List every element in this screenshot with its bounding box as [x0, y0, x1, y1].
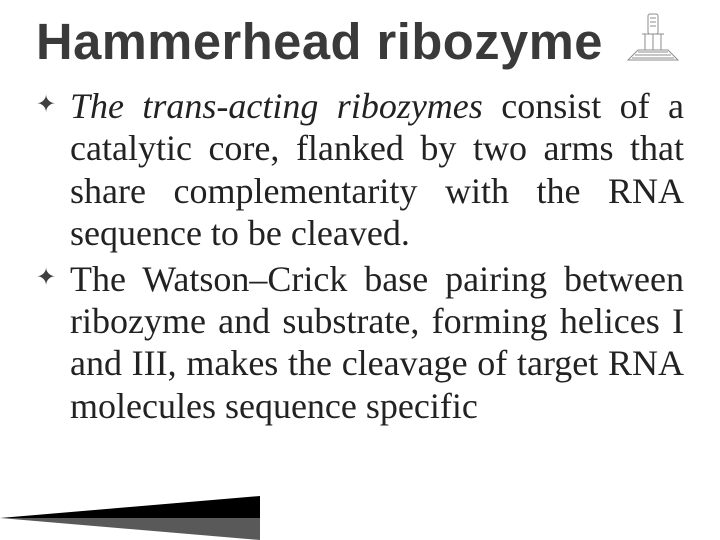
bullet-rest: The Watson–Crick base pairing between ri… — [70, 259, 684, 426]
bullet-marker-icon: ✦ — [36, 258, 70, 290]
bullet-text: The Watson–Crick base pairing between ri… — [70, 258, 684, 428]
bullet-text: The trans-acting ribozymes consist of a … — [70, 85, 684, 255]
institution-logo-icon — [622, 12, 684, 64]
bullet-marker-icon: ✦ — [36, 85, 70, 117]
bullet-lead-italic: The trans-acting ribozymes — [70, 86, 483, 126]
decorative-wedge-icon — [0, 496, 260, 540]
slide-title: Hammerhead ribozyme — [36, 12, 603, 71]
slide: Hammerhead ribozyme — [0, 0, 720, 540]
list-item: ✦ The trans-acting ribozymes consist of … — [36, 85, 684, 255]
title-row: Hammerhead ribozyme — [36, 12, 684, 71]
body: ✦ The trans-acting ribozymes consist of … — [36, 85, 684, 427]
list-item: ✦ The Watson–Crick base pairing between … — [36, 258, 684, 428]
